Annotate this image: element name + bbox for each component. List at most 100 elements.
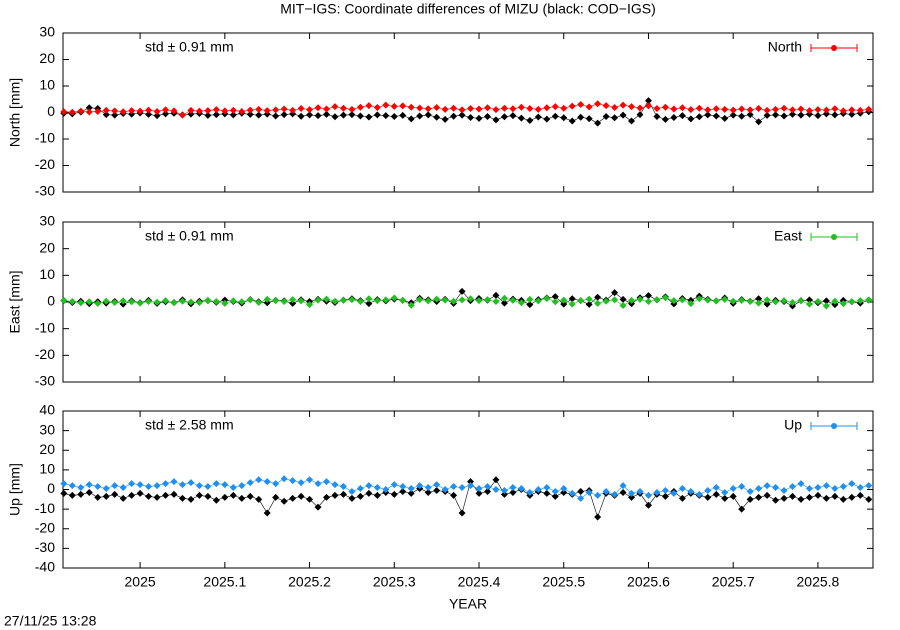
data-point: [204, 492, 212, 500]
data-point: [68, 108, 76, 116]
data-point: [678, 485, 686, 493]
data-point: [712, 484, 720, 492]
data-point: [729, 111, 737, 119]
data-point: [272, 493, 280, 501]
data-point: [356, 485, 364, 493]
data-point: [128, 491, 136, 499]
data-point: [661, 492, 669, 500]
data-point: [687, 300, 695, 308]
y-tick-label: 40: [39, 402, 55, 418]
data-point: [687, 106, 695, 114]
data-point: [865, 296, 873, 304]
data-point: [628, 117, 636, 125]
data-point: [272, 480, 280, 488]
data-point: [458, 111, 466, 119]
data-point: [331, 481, 339, 489]
data-point: [246, 492, 254, 500]
data-point: [805, 485, 813, 493]
data-point: [619, 301, 627, 309]
data-point: [670, 489, 678, 497]
data-point: [848, 298, 856, 306]
data-point: [839, 107, 847, 115]
data-point: [517, 299, 525, 307]
data-point: [145, 110, 153, 118]
data-point: [136, 299, 144, 307]
data-point: [594, 513, 602, 521]
data-point: [458, 484, 466, 492]
y-tick-label: -10: [35, 319, 55, 335]
data-point: [339, 111, 347, 119]
data-point: [738, 112, 746, 120]
y-tick-label: 20: [39, 239, 55, 255]
data-point: [789, 299, 797, 307]
data-point: [738, 296, 746, 304]
data-point: [136, 489, 144, 497]
data-point: [687, 487, 695, 495]
data-point: [212, 106, 220, 114]
data-point: [611, 296, 619, 304]
data-point: [373, 103, 381, 111]
data-point: [162, 480, 170, 488]
data-point: [382, 112, 390, 120]
data-point: [195, 482, 203, 490]
x-tick-label: 2025: [125, 574, 156, 590]
data-point: [255, 476, 263, 484]
data-point: [323, 105, 331, 113]
data-point: [356, 297, 364, 305]
data-point: [509, 296, 517, 304]
data-point: [814, 484, 822, 492]
data-point: [772, 111, 780, 119]
data-point: [822, 482, 830, 490]
data-point: [441, 115, 449, 123]
data-point: [526, 105, 534, 113]
data-point: [145, 492, 153, 500]
data-point: [187, 110, 195, 118]
data-point: [306, 495, 314, 503]
data-point: [628, 296, 636, 304]
data-point: [789, 106, 797, 114]
data-point: [162, 106, 170, 114]
annotation: std ± 0.91 mm: [145, 228, 234, 244]
y-tick-label: -20: [35, 346, 55, 362]
data-point: [704, 106, 712, 114]
annotation: std ± 0.91 mm: [145, 39, 234, 55]
data-point: [594, 299, 602, 307]
data-point: [314, 503, 322, 511]
x-tick-label: 2025.8: [797, 574, 840, 590]
data-point: [255, 111, 263, 119]
data-point: [560, 114, 568, 122]
data-point: [416, 296, 424, 304]
data-point: [102, 297, 110, 305]
y-axis-label: East [mm]: [7, 270, 23, 333]
data-point: [856, 484, 864, 492]
data-point: [644, 102, 652, 110]
annotation: std ± 2.58 mm: [145, 417, 234, 433]
data-point: [839, 483, 847, 491]
x-axis-label: YEAR: [449, 596, 487, 612]
data-point: [450, 112, 458, 120]
y-tick-label: -30: [35, 539, 55, 555]
data-point: [746, 106, 754, 114]
data-point: [585, 488, 593, 496]
data-point: [94, 493, 102, 501]
data-point: [102, 111, 110, 119]
data-point: [500, 294, 508, 302]
data-point: [483, 487, 491, 495]
data-point: [178, 297, 186, 305]
data-point: [568, 489, 576, 497]
timestamp: 27/11/25 13:28: [4, 613, 97, 629]
data-point: [636, 487, 644, 495]
data-point: [467, 105, 475, 113]
data-point: [119, 108, 127, 116]
data-point: [289, 106, 297, 114]
data-point: [848, 493, 856, 501]
data-point: [323, 295, 331, 303]
data-point: [543, 104, 551, 112]
data-point: [255, 495, 263, 503]
y-tick-label: 20: [39, 50, 55, 66]
data-point: [602, 297, 610, 305]
data-point: [424, 297, 432, 305]
data-point: [85, 298, 93, 306]
y-tick-label: -10: [35, 130, 55, 146]
